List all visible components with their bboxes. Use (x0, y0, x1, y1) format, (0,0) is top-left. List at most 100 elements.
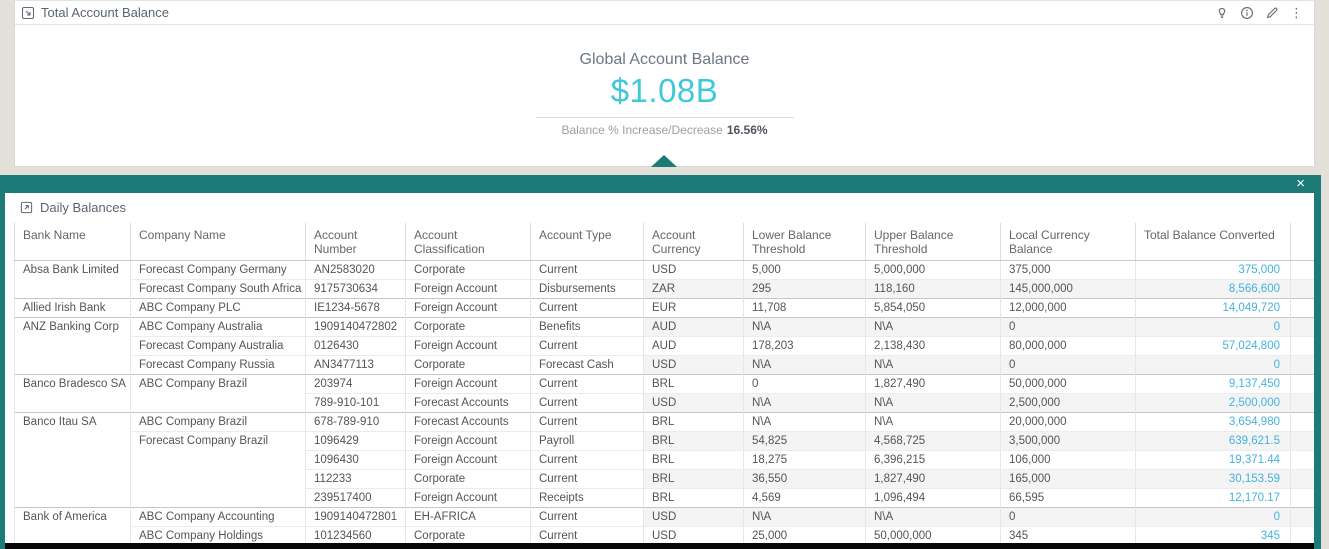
bank-name-cell[interactable]: ANZ Banking Corp (14, 317, 131, 375)
company-name-cell[interactable]: ABC Company Brazil (130, 412, 306, 432)
table-cell[interactable]: Foreign Account (405, 298, 531, 318)
table-cell[interactable]: EH-AFRICA (405, 507, 531, 527)
table-cell[interactable]: 375,000 (1000, 260, 1136, 280)
table-cell[interactable]: Benefits (530, 317, 644, 337)
table-cell[interactable]: 5,000,000 (865, 260, 1001, 280)
table-cell[interactable]: N\A (865, 317, 1001, 337)
table-cell[interactable]: USD (643, 507, 744, 527)
company-name-cell[interactable]: ABC Company Australia (130, 317, 306, 337)
table-cell[interactable]: 9175730634 (305, 279, 406, 299)
total-balance-cell[interactable]: 0 (1135, 355, 1291, 375)
table-cell[interactable]: AN3477113 (305, 355, 406, 375)
total-balance-cell[interactable]: 2,500,000 (1135, 393, 1291, 413)
table-cell[interactable]: 3,500,000 (1000, 431, 1136, 451)
table-cell[interactable]: 4,568,725 (865, 431, 1001, 451)
table-cell[interactable]: 1,827,490 (865, 374, 1001, 394)
table-cell[interactable]: BRL (643, 488, 744, 508)
column-header[interactable]: Account Classification (405, 223, 531, 261)
company-name-cell[interactable]: ABC Company Brazil (130, 374, 306, 413)
company-name-cell[interactable]: Forecast Company Australia (130, 336, 306, 356)
total-balance-cell[interactable]: 19,371.44 (1135, 450, 1291, 470)
table-cell[interactable]: Corporate (405, 260, 531, 280)
bank-name-cell[interactable]: Bank of America (14, 507, 131, 546)
spacer-cell[interactable] (1290, 336, 1314, 356)
table-cell[interactable]: Current (530, 298, 644, 318)
table-cell[interactable]: 4,569 (743, 488, 866, 508)
table-cell[interactable]: 1,827,490 (865, 469, 1001, 489)
table-cell[interactable]: 145,000,000 (1000, 279, 1136, 299)
table-cell[interactable]: Forecast Accounts (405, 393, 531, 413)
table-cell[interactable]: 789-910-101 (305, 393, 406, 413)
table-cell[interactable]: 1096429 (305, 431, 406, 451)
table-cell[interactable]: 112233 (305, 469, 406, 489)
total-balance-cell[interactable]: 375,000 (1135, 260, 1291, 280)
table-cell[interactable]: Corporate (405, 355, 531, 375)
table-cell[interactable]: EUR (643, 298, 744, 318)
table-cell[interactable]: 1909140472802 (305, 317, 406, 337)
table-cell[interactable]: USD (643, 355, 744, 375)
table-cell[interactable]: Current (530, 412, 644, 432)
table-cell[interactable]: AN2583020 (305, 260, 406, 280)
total-balance-cell[interactable]: 8,566,600 (1135, 279, 1291, 299)
table-cell[interactable]: N\A (865, 393, 1001, 413)
kebab-menu-icon[interactable]: ⋮ (1290, 4, 1303, 20)
table-cell[interactable]: 0 (1000, 507, 1136, 527)
spacer-cell[interactable] (1290, 469, 1314, 489)
spacer-cell[interactable] (1290, 507, 1314, 527)
table-cell[interactable]: 36,550 (743, 469, 866, 489)
table-cell[interactable]: 165,000 (1000, 469, 1136, 489)
table-cell[interactable]: AUD (643, 336, 744, 356)
spacer-cell[interactable] (1290, 298, 1314, 318)
total-balance-cell[interactable]: 3,654,980 (1135, 412, 1291, 432)
close-icon[interactable]: × (1296, 175, 1305, 192)
info-icon[interactable] (1240, 6, 1254, 20)
table-cell[interactable]: Receipts (530, 488, 644, 508)
bank-name-cell[interactable]: Banco Itau SA (14, 412, 131, 508)
spacer-cell[interactable] (1290, 488, 1314, 508)
company-name-cell[interactable]: ABC Company PLC (130, 298, 306, 318)
spacer-cell[interactable] (1290, 412, 1314, 432)
table-cell[interactable]: Corporate (405, 526, 531, 546)
table-cell[interactable]: 20,000,000 (1000, 412, 1136, 432)
table-cell[interactable]: Forecast Accounts (405, 412, 531, 432)
table-cell[interactable]: BRL (643, 374, 744, 394)
table-cell[interactable]: 66,595 (1000, 488, 1136, 508)
table-cell[interactable]: N\A (743, 507, 866, 527)
company-name-cell[interactable]: ABC Company Holdings (130, 526, 306, 546)
table-cell[interactable]: Current (530, 469, 644, 489)
table-cell[interactable]: 106,000 (1000, 450, 1136, 470)
table-cell[interactable]: 0126430 (305, 336, 406, 356)
spacer-cell[interactable] (1290, 317, 1314, 337)
table-cell[interactable]: 2,138,430 (865, 336, 1001, 356)
table-cell[interactable]: Foreign Account (405, 374, 531, 394)
table-cell[interactable]: Foreign Account (405, 431, 531, 451)
table-cell[interactable]: 239517400 (305, 488, 406, 508)
spacer-cell[interactable] (1290, 450, 1314, 470)
bank-name-cell[interactable]: Allied Irish Bank (14, 298, 131, 318)
table-cell[interactable]: 203974 (305, 374, 406, 394)
total-balance-cell[interactable]: 14,049,720 (1135, 298, 1291, 318)
table-cell[interactable]: Current (530, 507, 644, 527)
table-cell[interactable]: N\A (743, 412, 866, 432)
table-cell[interactable]: USD (643, 393, 744, 413)
company-name-cell[interactable]: Forecast Company Brazil (130, 431, 306, 508)
table-cell[interactable]: Current (530, 260, 644, 280)
bank-name-cell[interactable]: Banco Bradesco SA (14, 374, 131, 413)
table-cell[interactable]: 25,000 (743, 526, 866, 546)
table-cell[interactable]: 1909140472801 (305, 507, 406, 527)
table-cell[interactable]: Foreign Account (405, 279, 531, 299)
table-cell[interactable]: 0 (1000, 317, 1136, 337)
spacer-cell[interactable] (1290, 260, 1314, 280)
spacer-cell[interactable] (1290, 393, 1314, 413)
column-header[interactable]: Lower Balance Threshold (743, 223, 866, 261)
table-cell[interactable]: 0 (1000, 355, 1136, 375)
table-cell[interactable]: Corporate (405, 469, 531, 489)
column-header[interactable]: Total Balance Converted (1135, 223, 1291, 261)
table-cell[interactable]: 80,000,000 (1000, 336, 1136, 356)
table-cell[interactable]: ZAR (643, 279, 744, 299)
table-cell[interactable]: 50,000,000 (865, 526, 1001, 546)
company-name-cell[interactable]: ABC Company Accounting (130, 507, 306, 527)
total-balance-cell[interactable]: 0 (1135, 507, 1291, 527)
table-cell[interactable]: 6,396,215 (865, 450, 1001, 470)
table-cell[interactable]: BRL (643, 412, 744, 432)
